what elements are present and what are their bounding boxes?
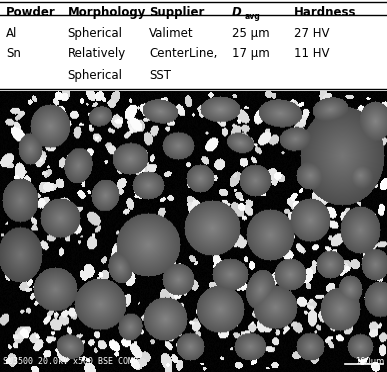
Text: Spherical: Spherical [68,27,123,40]
Text: 17 μm: 17 μm [232,47,270,60]
Text: Sn: Sn [6,47,21,60]
Text: Hardness: Hardness [294,6,356,19]
Text: 27 HV: 27 HV [294,27,330,40]
Text: D: D [232,6,242,19]
Text: Powder: Powder [6,6,56,19]
Text: 100μm: 100μm [355,357,384,366]
Text: CenterLine,: CenterLine, [149,47,217,60]
Text: Valimet: Valimet [149,27,194,40]
Text: Morphology: Morphology [68,6,146,19]
Text: SU3500 20.0kV x500 BSE COMP: SU3500 20.0kV x500 BSE COMP [3,357,138,366]
Text: avg: avg [245,12,260,21]
Text: Al: Al [6,27,17,40]
Text: SST: SST [149,69,171,82]
Text: Spherical: Spherical [68,69,123,82]
Text: Relatively: Relatively [68,47,126,60]
Text: 11 HV: 11 HV [294,47,330,60]
Text: 25 μm: 25 μm [232,27,270,40]
Text: Supplier: Supplier [149,6,204,19]
